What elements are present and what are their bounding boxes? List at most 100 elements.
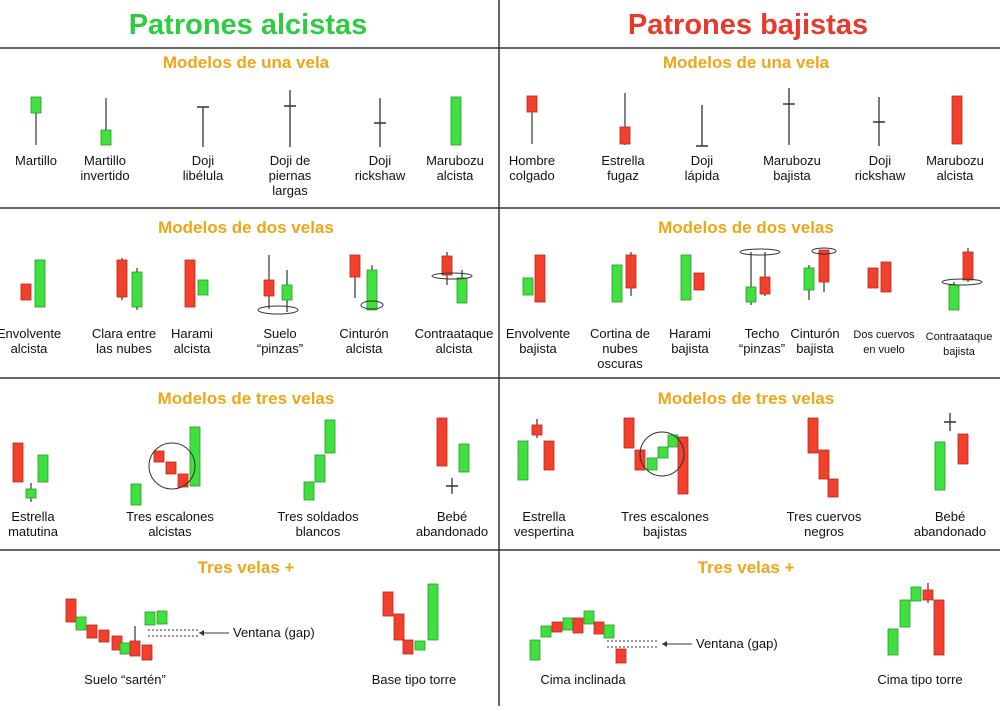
pattern-label: Martillo — [84, 153, 126, 168]
candle-body — [531, 424, 543, 436]
candle-body — [867, 267, 879, 289]
candle-body — [887, 628, 899, 656]
section-title: Modelos de una vela — [663, 53, 830, 72]
pattern-label: Hombre — [509, 153, 555, 168]
candle-body — [153, 450, 165, 463]
section-title: Tres velas + — [198, 558, 295, 577]
candle-body — [184, 259, 196, 308]
candle-body — [458, 443, 470, 473]
candle-body — [75, 616, 87, 631]
candle-body — [543, 440, 555, 471]
pattern-label: abandonado — [914, 524, 986, 539]
column-title: Patrones alcistas — [129, 9, 368, 41]
pattern-label: Doji — [869, 153, 892, 168]
candle-body — [759, 276, 771, 295]
pattern-label: Contraataque — [415, 326, 494, 341]
candle-body — [583, 610, 595, 625]
candle-body — [25, 488, 37, 499]
candle-body — [98, 629, 110, 643]
pattern-label: oscuras — [597, 356, 643, 371]
pattern-label: bajista — [519, 341, 557, 356]
pattern-label: fugaz — [607, 168, 639, 183]
pattern-label: abandonado — [416, 524, 488, 539]
candle-body — [349, 254, 361, 278]
annotation: Ventana (gap) — [233, 625, 315, 640]
pattern-label: Tres cuervos — [787, 509, 862, 524]
pattern-label: Marubozu — [426, 153, 484, 168]
candle-body — [593, 621, 605, 635]
candle-body — [156, 610, 168, 625]
highlight — [941, 278, 983, 286]
candle-body — [131, 271, 143, 308]
candle-body — [427, 583, 439, 641]
candle-body — [899, 599, 911, 628]
candle-body — [562, 617, 574, 631]
pattern-label: Martillo — [15, 153, 57, 168]
candle-body — [116, 259, 128, 298]
candle-body — [37, 454, 49, 483]
candle-body — [951, 95, 963, 145]
candle-body — [189, 426, 201, 487]
candle-body — [65, 598, 77, 623]
highlight — [739, 248, 781, 256]
pattern-label: Marubozu — [763, 153, 821, 168]
candle-body — [393, 613, 405, 641]
candle-body — [677, 436, 689, 495]
candle-body — [615, 648, 627, 664]
section-title: Modelos de tres velas — [158, 389, 335, 408]
candle-body — [603, 624, 615, 639]
candle-body — [20, 283, 32, 301]
pattern-label: nubes — [602, 341, 638, 356]
arrow-head — [662, 641, 667, 647]
pattern-label: Clara entre — [92, 326, 156, 341]
pattern-label: Cima inclinada — [540, 672, 626, 687]
pattern-label: alcista — [174, 341, 212, 356]
candle-body — [436, 417, 448, 467]
highlight — [431, 272, 473, 280]
pattern-label: Suelo “sartén” — [84, 672, 166, 687]
pattern-label: Cinturón — [339, 326, 388, 341]
highlight — [811, 247, 837, 255]
pattern-label: Cinturón — [790, 326, 839, 341]
section-title: Modelos de una vela — [163, 53, 330, 72]
candle-body — [646, 457, 658, 471]
candle-body — [540, 625, 552, 638]
candle-body — [948, 284, 960, 311]
pattern-label: blancos — [296, 524, 341, 539]
candle-body — [129, 640, 141, 657]
candle-body — [745, 286, 757, 303]
pattern-label: matutina — [8, 524, 59, 539]
candle-body — [551, 621, 563, 633]
pattern-label: Envolvente — [506, 326, 570, 341]
section-title: Tres velas + — [698, 558, 795, 577]
section-title: Modelos de dos velas — [658, 218, 834, 237]
candle-body — [625, 254, 637, 289]
candle-body — [933, 599, 945, 656]
candle-body — [314, 454, 326, 483]
candle-body — [880, 261, 892, 293]
column-title: Patrones bajistas — [628, 9, 868, 41]
pattern-label: Estrella — [522, 509, 566, 524]
candle-body — [529, 639, 541, 661]
candle-body — [86, 624, 98, 639]
pattern-label: negros — [804, 524, 844, 539]
pattern-label: vespertina — [514, 524, 575, 539]
candle-body — [657, 446, 669, 459]
candle-body — [522, 277, 534, 296]
pattern-label: Bebé — [437, 509, 467, 524]
candle-body — [517, 440, 529, 481]
candle-body — [366, 269, 378, 311]
pattern-label: alcista — [437, 168, 475, 183]
highlight — [360, 300, 384, 310]
pattern-label: Bebé — [935, 509, 965, 524]
candle-body — [34, 259, 46, 308]
pattern-label: Doji — [369, 153, 392, 168]
candle-body — [263, 279, 275, 297]
pattern-label: Cortina de — [590, 326, 650, 341]
pattern-label: Estrella — [11, 509, 55, 524]
pattern-label: piernas — [269, 168, 312, 183]
candle-body — [165, 461, 177, 475]
